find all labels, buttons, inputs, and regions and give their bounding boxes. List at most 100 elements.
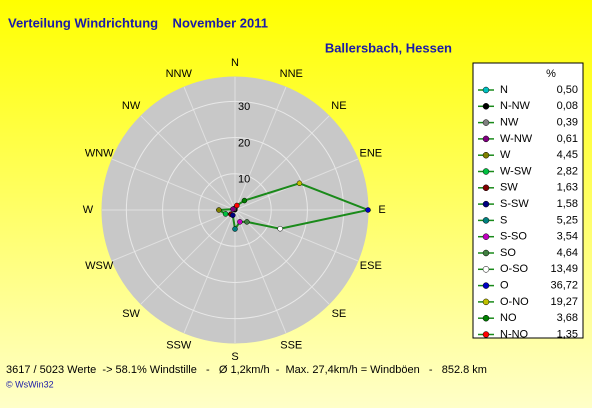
spoke: [111, 158, 236, 211]
direction-label: SE: [332, 308, 347, 320]
legend-marker: [482, 249, 490, 257]
legend-marker: [482, 217, 490, 224]
point: [244, 219, 250, 225]
legend-value: 0,61: [557, 133, 578, 145]
legend-value: 4,45: [557, 149, 578, 161]
direction-label: NW: [122, 100, 141, 112]
legend-marker: [482, 135, 490, 143]
legend-label: NW: [500, 117, 519, 129]
legend-marker: [482, 266, 490, 273]
legend-marker: [482, 200, 490, 208]
direction-label: WSW: [85, 260, 114, 272]
direction-label: WNW: [85, 148, 114, 160]
legend-marker: [482, 119, 490, 126]
legend-header: %: [546, 68, 556, 80]
legend-value: 1,58: [557, 198, 578, 210]
legend-label: N: [500, 84, 508, 96]
direction-label: SW: [122, 308, 140, 320]
legend-value: 0,08: [557, 100, 578, 112]
grid-circle: [162, 137, 308, 283]
legend-label: SW: [500, 182, 518, 194]
spoke: [183, 209, 236, 334]
point: [237, 219, 243, 225]
legend-value: 1,35: [557, 328, 578, 340]
legend-label: S: [500, 214, 507, 226]
legend-marker: [482, 103, 490, 110]
spoke: [140, 115, 236, 211]
legend-marker: [482, 331, 490, 338]
point: [296, 180, 303, 187]
footer: 3617 / 5023 Werte -> 58.1% Windstille - …: [6, 364, 487, 376]
direction-label: N: [231, 57, 239, 69]
direction-label: NNE: [280, 68, 303, 80]
legend-label: SO: [500, 247, 516, 259]
legend-value: 36,72: [550, 280, 578, 292]
direction-label: ESE: [360, 260, 382, 272]
spoke: [183, 86, 236, 211]
direction-label: E: [378, 204, 385, 216]
legend-label: N-NO: [500, 328, 529, 340]
legend-label: O: [500, 280, 509, 292]
legend-value: 0,50: [557, 84, 578, 96]
legend-value: 3,68: [557, 312, 578, 324]
direction-label: SSW: [166, 340, 192, 352]
legend-label: W-SW: [500, 165, 532, 177]
legend-marker: [482, 282, 490, 289]
spoke: [234, 209, 359, 262]
legend-label: O-SO: [500, 263, 529, 275]
legend-value: 1,63: [557, 182, 578, 194]
legend-marker: [482, 298, 490, 306]
spoke: [111, 209, 236, 262]
chart-subtitle: Ballersbach, Hessen: [325, 40, 452, 55]
point: [230, 206, 236, 212]
legend-marker: [482, 86, 490, 94]
point: [365, 207, 371, 213]
legend-value: 5,25: [557, 214, 578, 226]
legend-label: N-NW: [500, 100, 531, 112]
r-tick-label: 10: [238, 174, 250, 186]
legend-marker: [482, 233, 490, 240]
direction-label: NE: [331, 100, 346, 112]
direction-label: S: [231, 351, 238, 363]
point: [241, 197, 248, 204]
legend-label: W: [500, 149, 511, 161]
direction-label: W: [83, 204, 94, 216]
legend-label: O-NO: [500, 296, 529, 308]
legend-marker: [482, 184, 490, 192]
legend-marker: [482, 168, 490, 175]
legend-value: 13,49: [550, 263, 578, 275]
legend-value: 19,27: [550, 296, 578, 308]
legend-value: 0,39: [557, 117, 578, 129]
direction-label: SSE: [280, 340, 302, 352]
point: [232, 226, 238, 232]
legend-marker: [482, 314, 490, 322]
grid-circle: [198, 173, 272, 247]
direction-label: NNW: [166, 68, 193, 80]
point: [216, 207, 222, 213]
spoke: [140, 209, 236, 305]
credit: © WsWin32: [6, 379, 54, 389]
chart-title: Verteilung Windrichtung November 2011: [8, 15, 268, 30]
legend-value: 4,64: [557, 247, 578, 259]
grid-circle: [125, 100, 345, 320]
spoke: [234, 86, 287, 211]
legend-label: NO: [500, 312, 517, 324]
direction-label: ENE: [359, 148, 382, 160]
spoke: [234, 209, 287, 334]
point: [222, 211, 229, 217]
legend-value: 2,82: [557, 165, 578, 177]
legend-marker: [482, 151, 490, 159]
point: [234, 202, 240, 209]
point: [230, 212, 236, 219]
spoke: [234, 115, 330, 211]
legend-label: W-NW: [500, 133, 533, 145]
point: [277, 225, 283, 232]
legend-value: 3,54: [557, 231, 578, 243]
legend-label: S-SO: [500, 231, 527, 243]
r-tick-label: 20: [238, 137, 250, 149]
legend-label: S-SW: [500, 198, 529, 210]
spoke: [234, 209, 330, 305]
legend-box: [472, 62, 584, 339]
r-tick-label: 30: [238, 101, 250, 113]
